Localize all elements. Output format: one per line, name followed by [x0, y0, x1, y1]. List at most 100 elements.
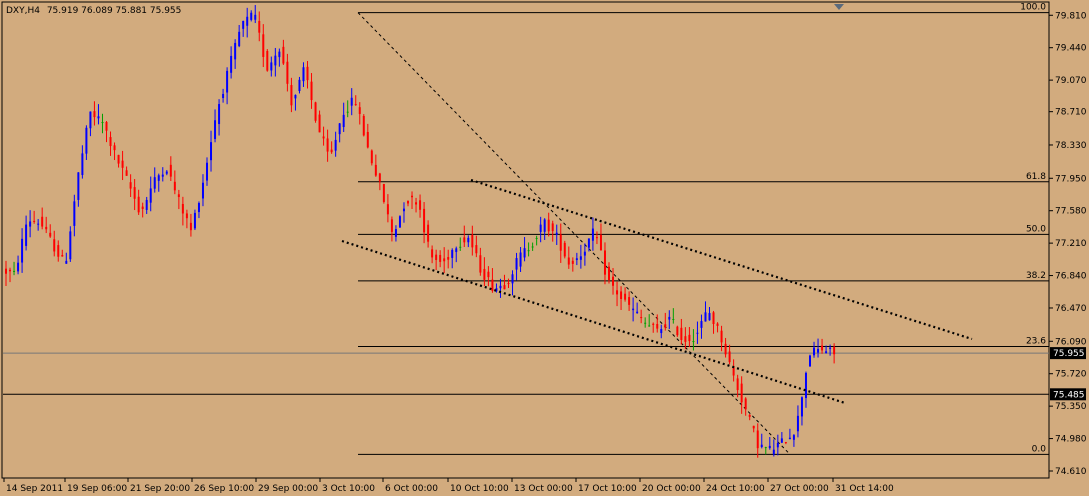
candle-body: [201, 182, 204, 199]
y-tick-label: 78.710: [1055, 108, 1087, 118]
candle-body: [608, 266, 610, 280]
candle-body: [238, 31, 241, 47]
candle-body: [362, 115, 365, 136]
candle-body: [206, 162, 208, 181]
y-tick-label: 79.070: [1055, 76, 1087, 86]
candle-body: [165, 171, 168, 174]
candle-body: [117, 154, 120, 164]
candle-body: [748, 414, 751, 417]
candle-body: [85, 127, 88, 154]
candle-body: [334, 139, 337, 151]
candle-body: [358, 107, 361, 114]
y-tick-label: 75.720: [1055, 370, 1087, 380]
candle-body: [189, 222, 192, 231]
candle-body: [113, 145, 116, 151]
x-tick-label: 24 Oct 10:00: [706, 484, 765, 494]
y-tick-label: 76.090: [1055, 337, 1087, 347]
candle-body: [612, 276, 615, 286]
candle-body: [708, 313, 711, 321]
candle-body: [270, 62, 273, 71]
fib-level-label: 23.6: [1026, 337, 1046, 347]
candle-body: [451, 249, 454, 258]
candle-body: [246, 16, 249, 26]
x-tick-label: 14 Sep 2011: [6, 484, 63, 494]
candle-body: [776, 442, 779, 448]
candle-body: [696, 332, 699, 334]
candle-body: [234, 42, 237, 60]
horizontal-levels[interactable]: 75.955 75.485: [3, 347, 1086, 401]
candle-body: [784, 442, 787, 444]
candle-body: [161, 174, 164, 177]
candle-body: [197, 203, 200, 213]
candle-body: [326, 138, 329, 152]
x-tick-label: 26 Sep 10:00: [194, 484, 254, 494]
candle-body: [616, 290, 619, 295]
x-tick-label: 21 Sep 20:00: [130, 484, 190, 494]
candle-body: [101, 122, 104, 124]
candle-body: [439, 254, 442, 262]
candlesticks: [5, 5, 836, 458]
candle-body: [25, 224, 28, 246]
candle-body: [740, 383, 743, 403]
candle-body: [258, 20, 261, 33]
candle-body: [318, 114, 321, 133]
candle-body: [133, 187, 136, 199]
candle-body: [724, 343, 727, 355]
support-level-label: 75.485: [1053, 390, 1085, 400]
candle-body: [402, 208, 405, 212]
candle-body: [346, 111, 349, 113]
candle-body: [487, 271, 490, 278]
candle-body: [829, 347, 832, 349]
candle-body: [149, 188, 152, 203]
candle-body: [77, 172, 80, 200]
y-tick-label: 74.980: [1055, 435, 1087, 445]
fib-level-label: 38.2: [1026, 271, 1046, 281]
y-tick-label: 79.440: [1055, 44, 1087, 54]
candle-body: [563, 242, 566, 257]
candle-body: [222, 93, 225, 99]
candle-body: [680, 327, 683, 341]
candle-body: [274, 55, 277, 66]
candle-body: [93, 111, 96, 118]
x-tick-label: 29 Sep 00:00: [258, 484, 318, 494]
candle-body: [37, 223, 40, 225]
candle-body: [583, 251, 586, 256]
candle-body: [539, 224, 542, 232]
candle-body: [688, 334, 691, 342]
candle-body: [455, 248, 458, 252]
candle-body: [129, 182, 132, 189]
candle-body: [447, 257, 450, 260]
current-price-label: 75.955: [1053, 349, 1085, 359]
trend-lines[interactable]: [341, 178, 973, 405]
candle-body: [507, 283, 510, 285]
fib-level-label: 0.0: [1032, 444, 1047, 454]
candle-body: [322, 136, 325, 139]
candle-body: [511, 274, 514, 284]
chart-shift-marker-icon[interactable]: [834, 4, 844, 10]
candle-body: [157, 175, 160, 181]
candle-body: [519, 252, 522, 267]
candle-body: [768, 445, 771, 449]
y-tick-label: 74.610: [1055, 467, 1087, 477]
candle-body: [278, 51, 281, 58]
candle-body: [555, 232, 558, 235]
candle-body: [254, 14, 257, 20]
candle-body: [628, 297, 631, 305]
candle-body: [833, 346, 836, 355]
y-tick-label: 75.350: [1055, 402, 1087, 412]
candle-body: [282, 46, 285, 64]
candle-body: [652, 323, 655, 325]
candle-body: [656, 324, 659, 329]
candle-body: [676, 326, 679, 336]
y-tick-label: 76.470: [1055, 304, 1087, 314]
y-tick-label: 77.580: [1055, 207, 1087, 217]
fibonacci-retracement[interactable]: 100.0 61.8 50.0 38.2 23.6 0.0: [357, 3, 1049, 455]
channel-lower-line: [341, 239, 846, 405]
candle-body: [515, 258, 518, 270]
candle-body: [193, 212, 196, 229]
x-tick-label: 6 Oct 00:00: [385, 484, 438, 494]
candle-body: [33, 220, 36, 222]
candle-body: [471, 234, 474, 248]
candle-body: [804, 372, 807, 399]
